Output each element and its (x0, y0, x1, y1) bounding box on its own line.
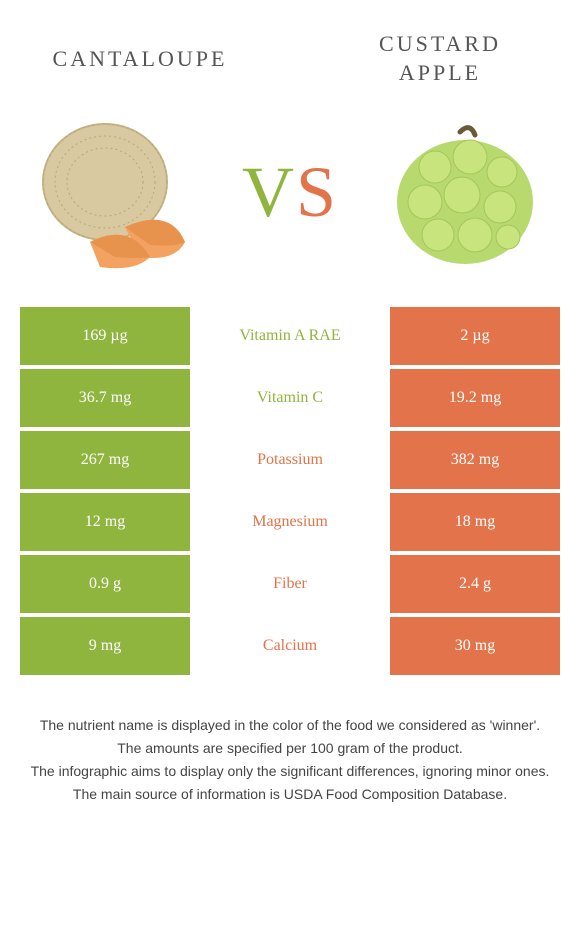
footnotes: The nutrient name is displayed in the co… (0, 715, 580, 805)
cell-left-value: 36.7 mg (20, 369, 190, 427)
cell-right-value: 2.4 g (390, 555, 560, 613)
cell-left-value: 12 mg (20, 493, 190, 551)
cell-nutrient-label: Fiber (190, 555, 390, 613)
cell-left-value: 0.9 g (20, 555, 190, 613)
table-row: 9 mgCalcium30 mg (20, 617, 560, 675)
table-row: 267 mgPotassium382 mg (20, 431, 560, 489)
cantaloupe-image (30, 107, 200, 277)
images-row: VS (0, 97, 580, 297)
table-row: 36.7 mgVitamin C19.2 mg (20, 369, 560, 427)
custard-apple-image (380, 107, 550, 277)
comparison-table: 169 µgVitamin A RAE2 µg36.7 mgVitamin C1… (20, 307, 560, 675)
cell-right-value: 19.2 mg (390, 369, 560, 427)
cell-left-value: 267 mg (20, 431, 190, 489)
cell-right-value: 382 mg (390, 431, 560, 489)
cell-nutrient-label: Calcium (190, 617, 390, 675)
title-right: CUSTARDAPPLE (340, 30, 540, 87)
footnote-line: The main source of information is USDA F… (20, 784, 560, 805)
cell-nutrient-label: Potassium (190, 431, 390, 489)
cell-left-value: 169 µg (20, 307, 190, 365)
header: CANTALOUPE CUSTARDAPPLE (0, 0, 580, 97)
cell-nutrient-label: Vitamin A RAE (190, 307, 390, 365)
table-row: 169 µgVitamin A RAE2 µg (20, 307, 560, 365)
table-row: 12 mgMagnesium18 mg (20, 493, 560, 551)
footnote-line: The infographic aims to display only the… (20, 761, 560, 782)
title-right-text: CUSTARDAPPLE (379, 31, 501, 85)
cell-right-value: 30 mg (390, 617, 560, 675)
vs-s: S (296, 152, 338, 232)
cell-nutrient-label: Vitamin C (190, 369, 390, 427)
footnote-line: The amounts are specified per 100 gram o… (20, 738, 560, 759)
cell-right-value: 18 mg (390, 493, 560, 551)
cell-left-value: 9 mg (20, 617, 190, 675)
table-row: 0.9 gFiber2.4 g (20, 555, 560, 613)
footnote-line: The nutrient name is displayed in the co… (20, 715, 560, 736)
cell-right-value: 2 µg (390, 307, 560, 365)
cell-nutrient-label: Magnesium (190, 493, 390, 551)
vs-v: V (242, 152, 296, 232)
title-left: CANTALOUPE (40, 46, 240, 72)
vs-label: VS (242, 151, 338, 234)
